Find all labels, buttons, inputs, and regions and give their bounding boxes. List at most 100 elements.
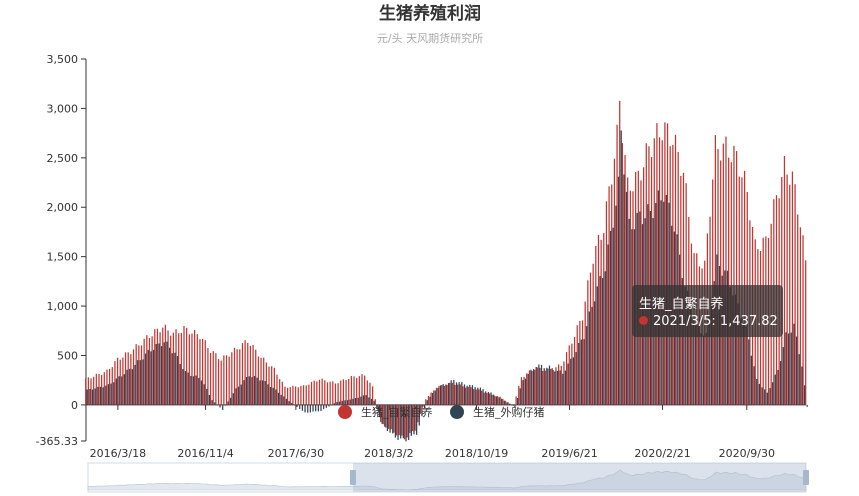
bar-purchased[interactable] (235, 388, 237, 405)
bar-self-breed[interactable] (725, 136, 727, 405)
bar-purchased[interactable] (376, 404, 378, 409)
bar-self-breed[interactable] (443, 385, 445, 405)
bar-purchased[interactable] (601, 278, 604, 405)
bar-purchased[interactable] (498, 397, 500, 405)
bar-self-breed[interactable] (475, 389, 477, 405)
bar-purchased[interactable] (238, 386, 240, 405)
bar-purchased[interactable] (583, 339, 585, 405)
bar-purchased[interactable] (256, 377, 258, 405)
bar-self-breed[interactable] (563, 361, 565, 405)
bar-self-breed[interactable] (446, 384, 448, 405)
bar-self-breed[interactable] (619, 100, 621, 405)
bar-self-breed[interactable] (589, 272, 592, 405)
bar-purchased[interactable] (697, 325, 699, 405)
bar-self-breed[interactable] (438, 385, 440, 405)
bar-purchased[interactable] (304, 404, 306, 413)
bar-self-breed[interactable] (324, 380, 326, 405)
bar-self-breed[interactable] (518, 385, 520, 405)
bar-self-breed[interactable] (491, 394, 493, 405)
bar-purchased[interactable] (137, 360, 139, 405)
bar-purchased[interactable] (248, 376, 250, 405)
bar-self-breed[interactable] (791, 171, 794, 405)
bar-self-breed[interactable] (504, 400, 507, 405)
bar-self-breed[interactable] (356, 377, 358, 405)
bar-self-breed[interactable] (220, 360, 222, 405)
bar-purchased[interactable] (535, 366, 537, 405)
bar-purchased[interactable] (501, 398, 503, 405)
bar-purchased[interactable] (578, 342, 580, 405)
bar-purchased[interactable] (203, 384, 205, 405)
bar-purchased[interactable] (357, 397, 359, 405)
bar-purchased[interactable] (94, 388, 96, 405)
bar-self-breed[interactable] (353, 376, 355, 405)
bar-self-breed[interactable] (449, 382, 451, 405)
bar-purchased[interactable] (609, 230, 612, 405)
bar-purchased[interactable] (405, 404, 407, 442)
bar-purchased[interactable] (253, 376, 256, 405)
bar-purchased[interactable] (803, 385, 806, 405)
bar-purchased[interactable] (777, 369, 779, 405)
bar-purchased[interactable] (474, 387, 476, 405)
bar-self-breed[interactable] (215, 353, 217, 405)
bar-self-breed[interactable] (204, 340, 206, 405)
bar-purchased[interactable] (176, 356, 179, 405)
bar-self-breed[interactable] (255, 349, 257, 405)
bar-purchased[interactable] (147, 349, 149, 405)
bar-self-breed[interactable] (510, 404, 512, 405)
bar-purchased[interactable] (328, 404, 330, 407)
bar-self-breed[interactable] (196, 334, 198, 405)
bar-self-breed[interactable] (427, 395, 430, 405)
bar-purchased[interactable] (631, 229, 633, 405)
bar-purchased[interactable] (509, 403, 511, 405)
bar-purchased[interactable] (562, 373, 564, 405)
bar-self-breed[interactable] (379, 404, 382, 422)
bar-purchased[interactable] (538, 364, 540, 405)
bar-self-breed[interactable] (600, 239, 602, 405)
bar-self-breed[interactable] (170, 335, 172, 405)
bar-purchased[interactable] (389, 404, 391, 433)
bar-purchased[interactable] (591, 306, 593, 405)
bar-purchased[interactable] (588, 311, 590, 405)
bar-purchased[interactable] (131, 369, 133, 405)
bar-purchased[interactable] (378, 404, 381, 418)
bar-self-breed[interactable] (650, 157, 653, 405)
bar-self-breed[interactable] (579, 320, 581, 405)
bar-self-breed[interactable] (805, 260, 807, 405)
bar-purchased[interactable] (482, 389, 484, 405)
bar-purchased[interactable] (102, 387, 104, 405)
bar-self-breed[interactable] (499, 396, 501, 405)
bar-self-breed[interactable] (414, 404, 416, 431)
bar-self-breed[interactable] (329, 381, 331, 405)
bar-self-breed[interactable] (433, 390, 435, 405)
bar-purchased[interactable] (439, 385, 442, 405)
bar-self-breed[interactable] (135, 344, 137, 405)
bar-purchased[interactable] (91, 389, 94, 405)
bar-self-breed[interactable] (271, 366, 273, 405)
bar-purchased[interactable] (756, 379, 758, 405)
bar-self-breed[interactable] (573, 336, 576, 405)
bar-purchased[interactable] (400, 404, 402, 439)
bar-self-breed[interactable] (334, 383, 337, 405)
bar-purchased[interactable] (216, 404, 219, 406)
bar-self-breed[interactable] (138, 345, 140, 405)
bar-purchased[interactable] (394, 404, 397, 438)
bar-self-breed[interactable] (552, 370, 554, 405)
bar-purchased[interactable] (317, 404, 319, 412)
bar-self-breed[interactable] (225, 355, 228, 405)
bar-purchased[interactable] (681, 278, 683, 405)
bar-purchased[interactable] (397, 404, 399, 440)
bar-purchased[interactable] (179, 364, 181, 405)
bar-purchased[interactable] (384, 404, 386, 427)
bar-purchased[interactable] (230, 397, 232, 405)
bar-purchased[interactable] (299, 404, 301, 410)
bar-self-breed[interactable] (111, 367, 113, 405)
bar-self-breed[interactable] (555, 367, 557, 405)
bar-purchased[interactable] (689, 307, 691, 405)
bar-self-breed[interactable] (470, 387, 472, 405)
bar-self-breed[interactable] (268, 366, 270, 405)
bar-purchased[interactable] (514, 404, 516, 407)
bar-purchased[interactable] (267, 384, 269, 405)
bar-self-breed[interactable] (286, 387, 289, 405)
bar-purchased[interactable] (429, 396, 431, 405)
bar-purchased[interactable] (301, 404, 304, 411)
